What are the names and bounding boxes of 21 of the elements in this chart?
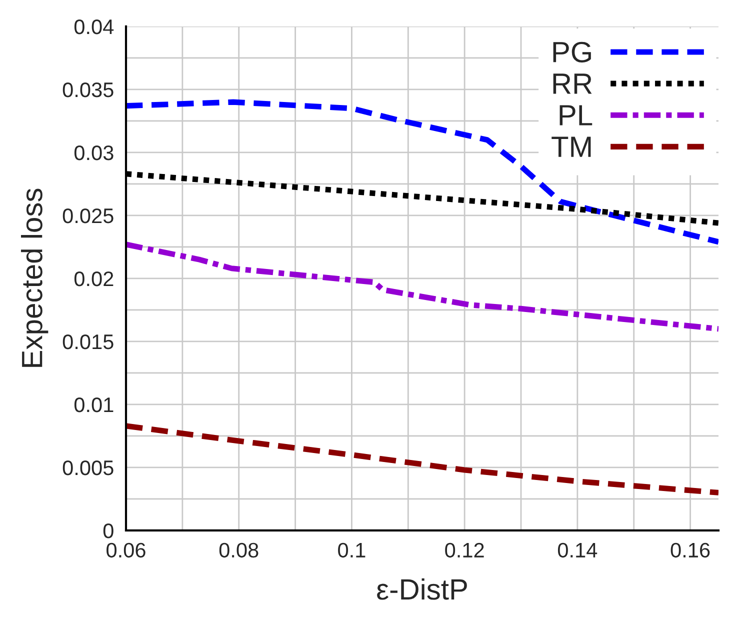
y-tick-label: 0.03 [74,145,114,160]
x-tick-label: 0.1 [338,542,366,558]
x-tick-label: 0.16 [670,542,710,558]
y-axis-title: Expected loss [20,188,48,367]
y-tick-label: 0.005 [62,460,114,476]
legend-label: PG [553,42,591,62]
x-tick-label: 0.08 [219,542,258,558]
legend-label: PL [560,105,592,126]
y-tick-label: 0.025 [62,208,114,224]
y-tick-label: 0.01 [74,397,114,412]
y-tick-label: 0.015 [62,334,114,350]
x-tick-label: 0.14 [558,542,598,558]
y-tick-label: 0.035 [62,82,114,98]
y-tick-label: 0 [103,523,114,538]
legend-label: RR [553,74,592,94]
x-tick-label: 0.06 [106,542,146,558]
x-tick-label: 0.12 [445,542,484,558]
x-axis-title: ε-DistP [377,578,467,600]
legend-label: TM [552,136,591,157]
y-tick-label: 0.02 [74,271,114,286]
y-tick-label: 0.04 [74,19,114,34]
